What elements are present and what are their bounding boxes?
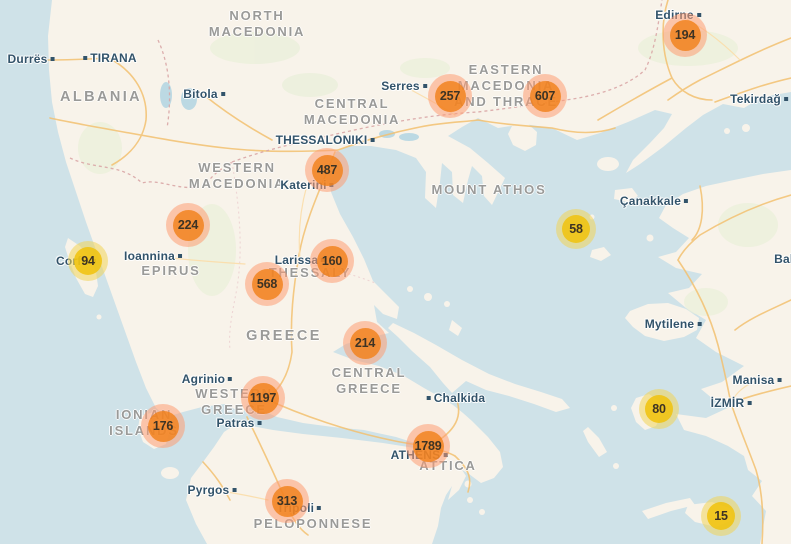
cluster-count: 1197 [247,382,279,414]
cluster-marker-1197[interactable]: 1197 [241,376,285,420]
cluster-marker-15[interactable]: 15 [701,496,741,536]
cluster-count: 214 [349,327,381,359]
cluster-marker-1789[interactable]: 1789 [406,424,450,468]
cluster-marker-176[interactable]: 176 [141,404,185,448]
cluster-marker-94[interactable]: 94 [68,241,108,281]
cluster-marker-58[interactable]: 58 [556,209,596,249]
cluster-count: 607 [529,80,561,112]
green-areas [78,30,778,316]
island-euboea [388,323,570,412]
cluster-marker-568[interactable]: 568 [245,262,289,306]
lake-ohrid [160,82,172,108]
island-limnos [590,247,611,261]
region-borders [229,161,376,351]
cluster-marker-214[interactable]: 214 [343,321,387,365]
cluster-count: 58 [562,215,590,243]
national-borders [69,0,663,189]
island-sporades-3 [407,286,413,292]
island-sporades-1 [424,293,432,301]
island-paxos [96,314,102,320]
cluster-count: 15 [707,502,735,530]
island-marmara-2 [724,128,730,134]
island-saronic-2 [479,509,485,515]
cluster-marker-607[interactable]: 607 [523,74,567,118]
cluster-count: 160 [316,245,348,277]
cluster-count: 80 [645,395,673,423]
cluster-marker-257[interactable]: 257 [428,74,472,118]
lake-volvi [399,133,419,141]
island-ikaria [642,498,695,519]
cluster-count: 176 [147,410,179,442]
island-lesbos [625,303,699,341]
island-bozcaada [646,234,654,242]
cluster-marker-160[interactable]: 160 [310,239,354,283]
land-balkan-mainland [48,0,791,483]
island-tinos [613,463,619,469]
cluster-count: 224 [172,209,204,241]
island-skyros [449,320,462,336]
land-anatolia [658,170,791,544]
lakes [160,82,419,141]
island-zakynthos [161,467,179,479]
roads [47,0,791,544]
island-psara [611,405,617,411]
cluster-count: 1789 [412,430,444,462]
island-samothrace [597,157,619,171]
cluster-marker-194[interactable]: 194 [663,13,707,57]
cluster-count: 568 [251,268,283,300]
land-peloponnese [186,420,466,544]
cluster-count: 194 [669,19,701,51]
island-gokceada [614,188,638,202]
cluster-marker-487[interactable]: 487 [305,148,349,192]
cluster-count: 313 [271,485,303,517]
island-marmara-1 [742,124,750,132]
island-andros [583,427,607,457]
island-sporades-2 [444,301,450,307]
cluster-count: 487 [311,154,343,186]
island-saronic-1 [467,497,473,503]
cluster-count: 94 [74,247,102,275]
cluster-marker-313[interactable]: 313 [265,479,309,523]
cluster-marker-224[interactable]: 224 [166,203,210,247]
cluster-count: 257 [434,80,466,112]
island-thasos [508,123,537,151]
island-lefkada [150,344,164,358]
cluster-marker-80[interactable]: 80 [639,389,679,429]
lake-prespa [181,88,197,110]
